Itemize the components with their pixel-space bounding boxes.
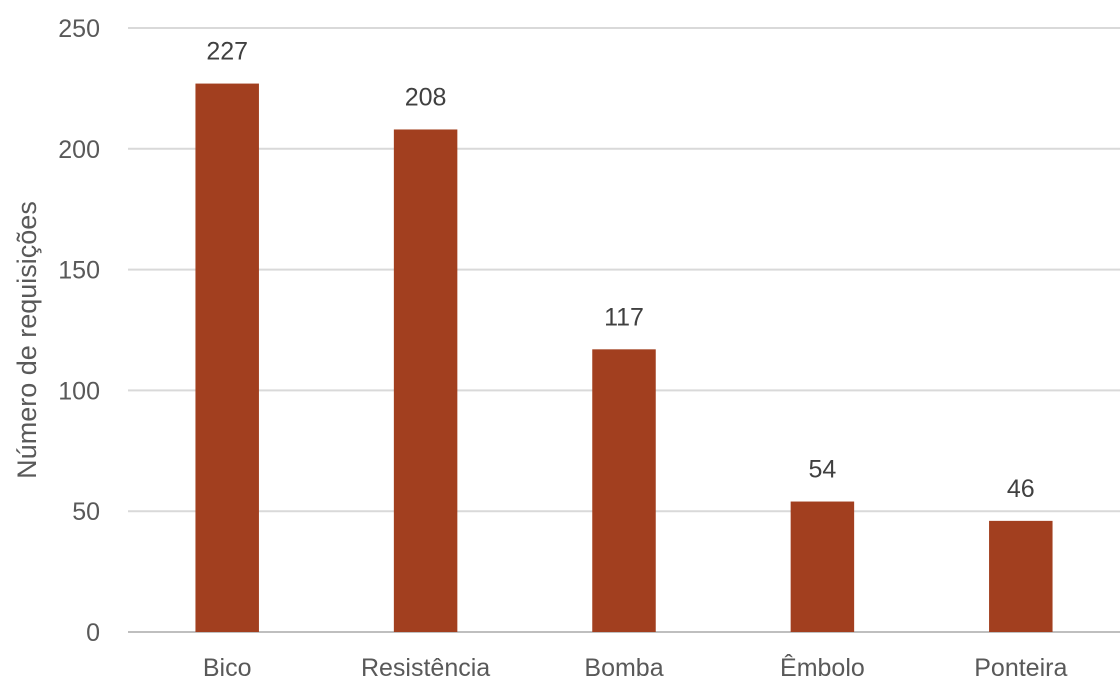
bar-data-label: 208: [405, 83, 447, 111]
bar: [790, 501, 855, 632]
x-tick-label: Bomba: [584, 654, 663, 681]
y-tick-label: 200: [58, 136, 100, 164]
bar-data-label: 227: [206, 38, 248, 66]
y-tick-label: 150: [58, 257, 100, 285]
x-tick-label: Bico: [203, 654, 252, 681]
bar: [592, 349, 656, 632]
bar: [195, 83, 259, 633]
x-tick-label: Êmbolo: [780, 653, 865, 681]
y-tick-label: 250: [58, 15, 100, 43]
bars: [195, 83, 1053, 633]
y-tick-label: 100: [58, 377, 100, 405]
y-axis-ticks: 0 50 100 150 200 250: [58, 15, 100, 647]
bar-data-label: 117: [604, 303, 644, 331]
bar: [393, 129, 458, 633]
bar: [989, 520, 1053, 632]
data-labels: 227 208 117 54 46: [206, 38, 1034, 503]
y-tick-label: 0: [86, 619, 100, 647]
x-tick-label: Resistência: [361, 654, 490, 681]
bar-data-label: 54: [808, 456, 836, 484]
y-axis-title: Número de requisições: [12, 201, 42, 479]
y-tick-label: 50: [72, 498, 100, 526]
x-axis-ticks: Bico Resistência Bomba Êmbolo Ponteira: [203, 653, 1068, 681]
bar-data-label: 46: [1007, 475, 1035, 503]
x-tick-label: Ponteira: [974, 654, 1067, 681]
